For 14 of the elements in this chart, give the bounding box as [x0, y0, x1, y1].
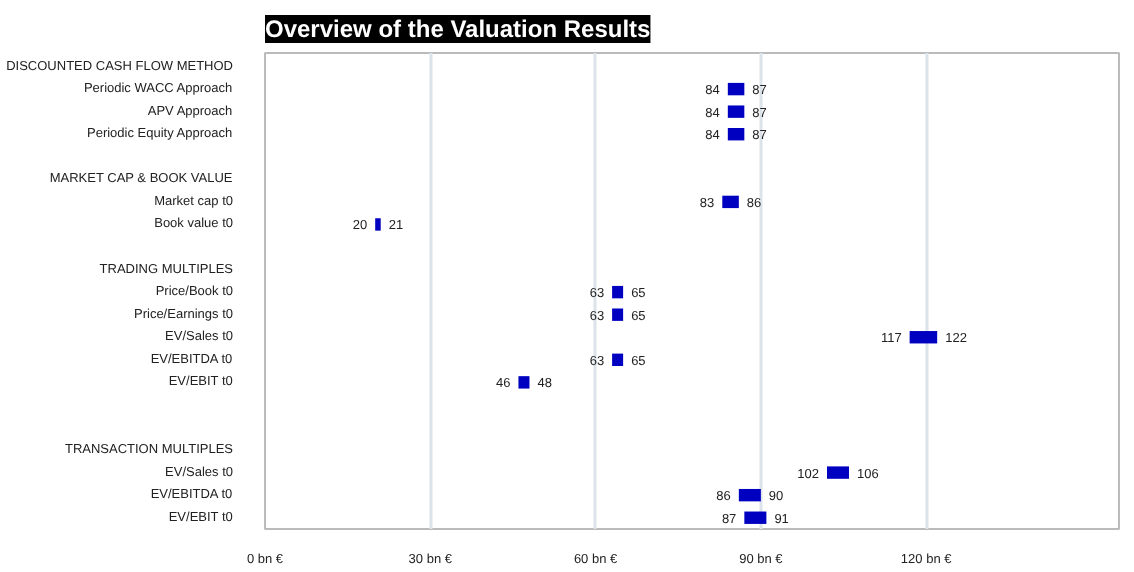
bar: [612, 285, 624, 299]
bar: [727, 128, 745, 141]
bar: [738, 488, 761, 502]
bar: [518, 376, 530, 389]
bar: [612, 308, 624, 321]
chart-title: Overview of the Valuation Results: [265, 15, 652, 43]
bar: [375, 218, 381, 231]
bar: [722, 195, 739, 209]
bar: [727, 82, 745, 96]
bar: [826, 466, 850, 479]
bar: [727, 105, 745, 118]
bar: [909, 331, 938, 344]
bar: [744, 511, 767, 524]
bar: [612, 353, 624, 367]
